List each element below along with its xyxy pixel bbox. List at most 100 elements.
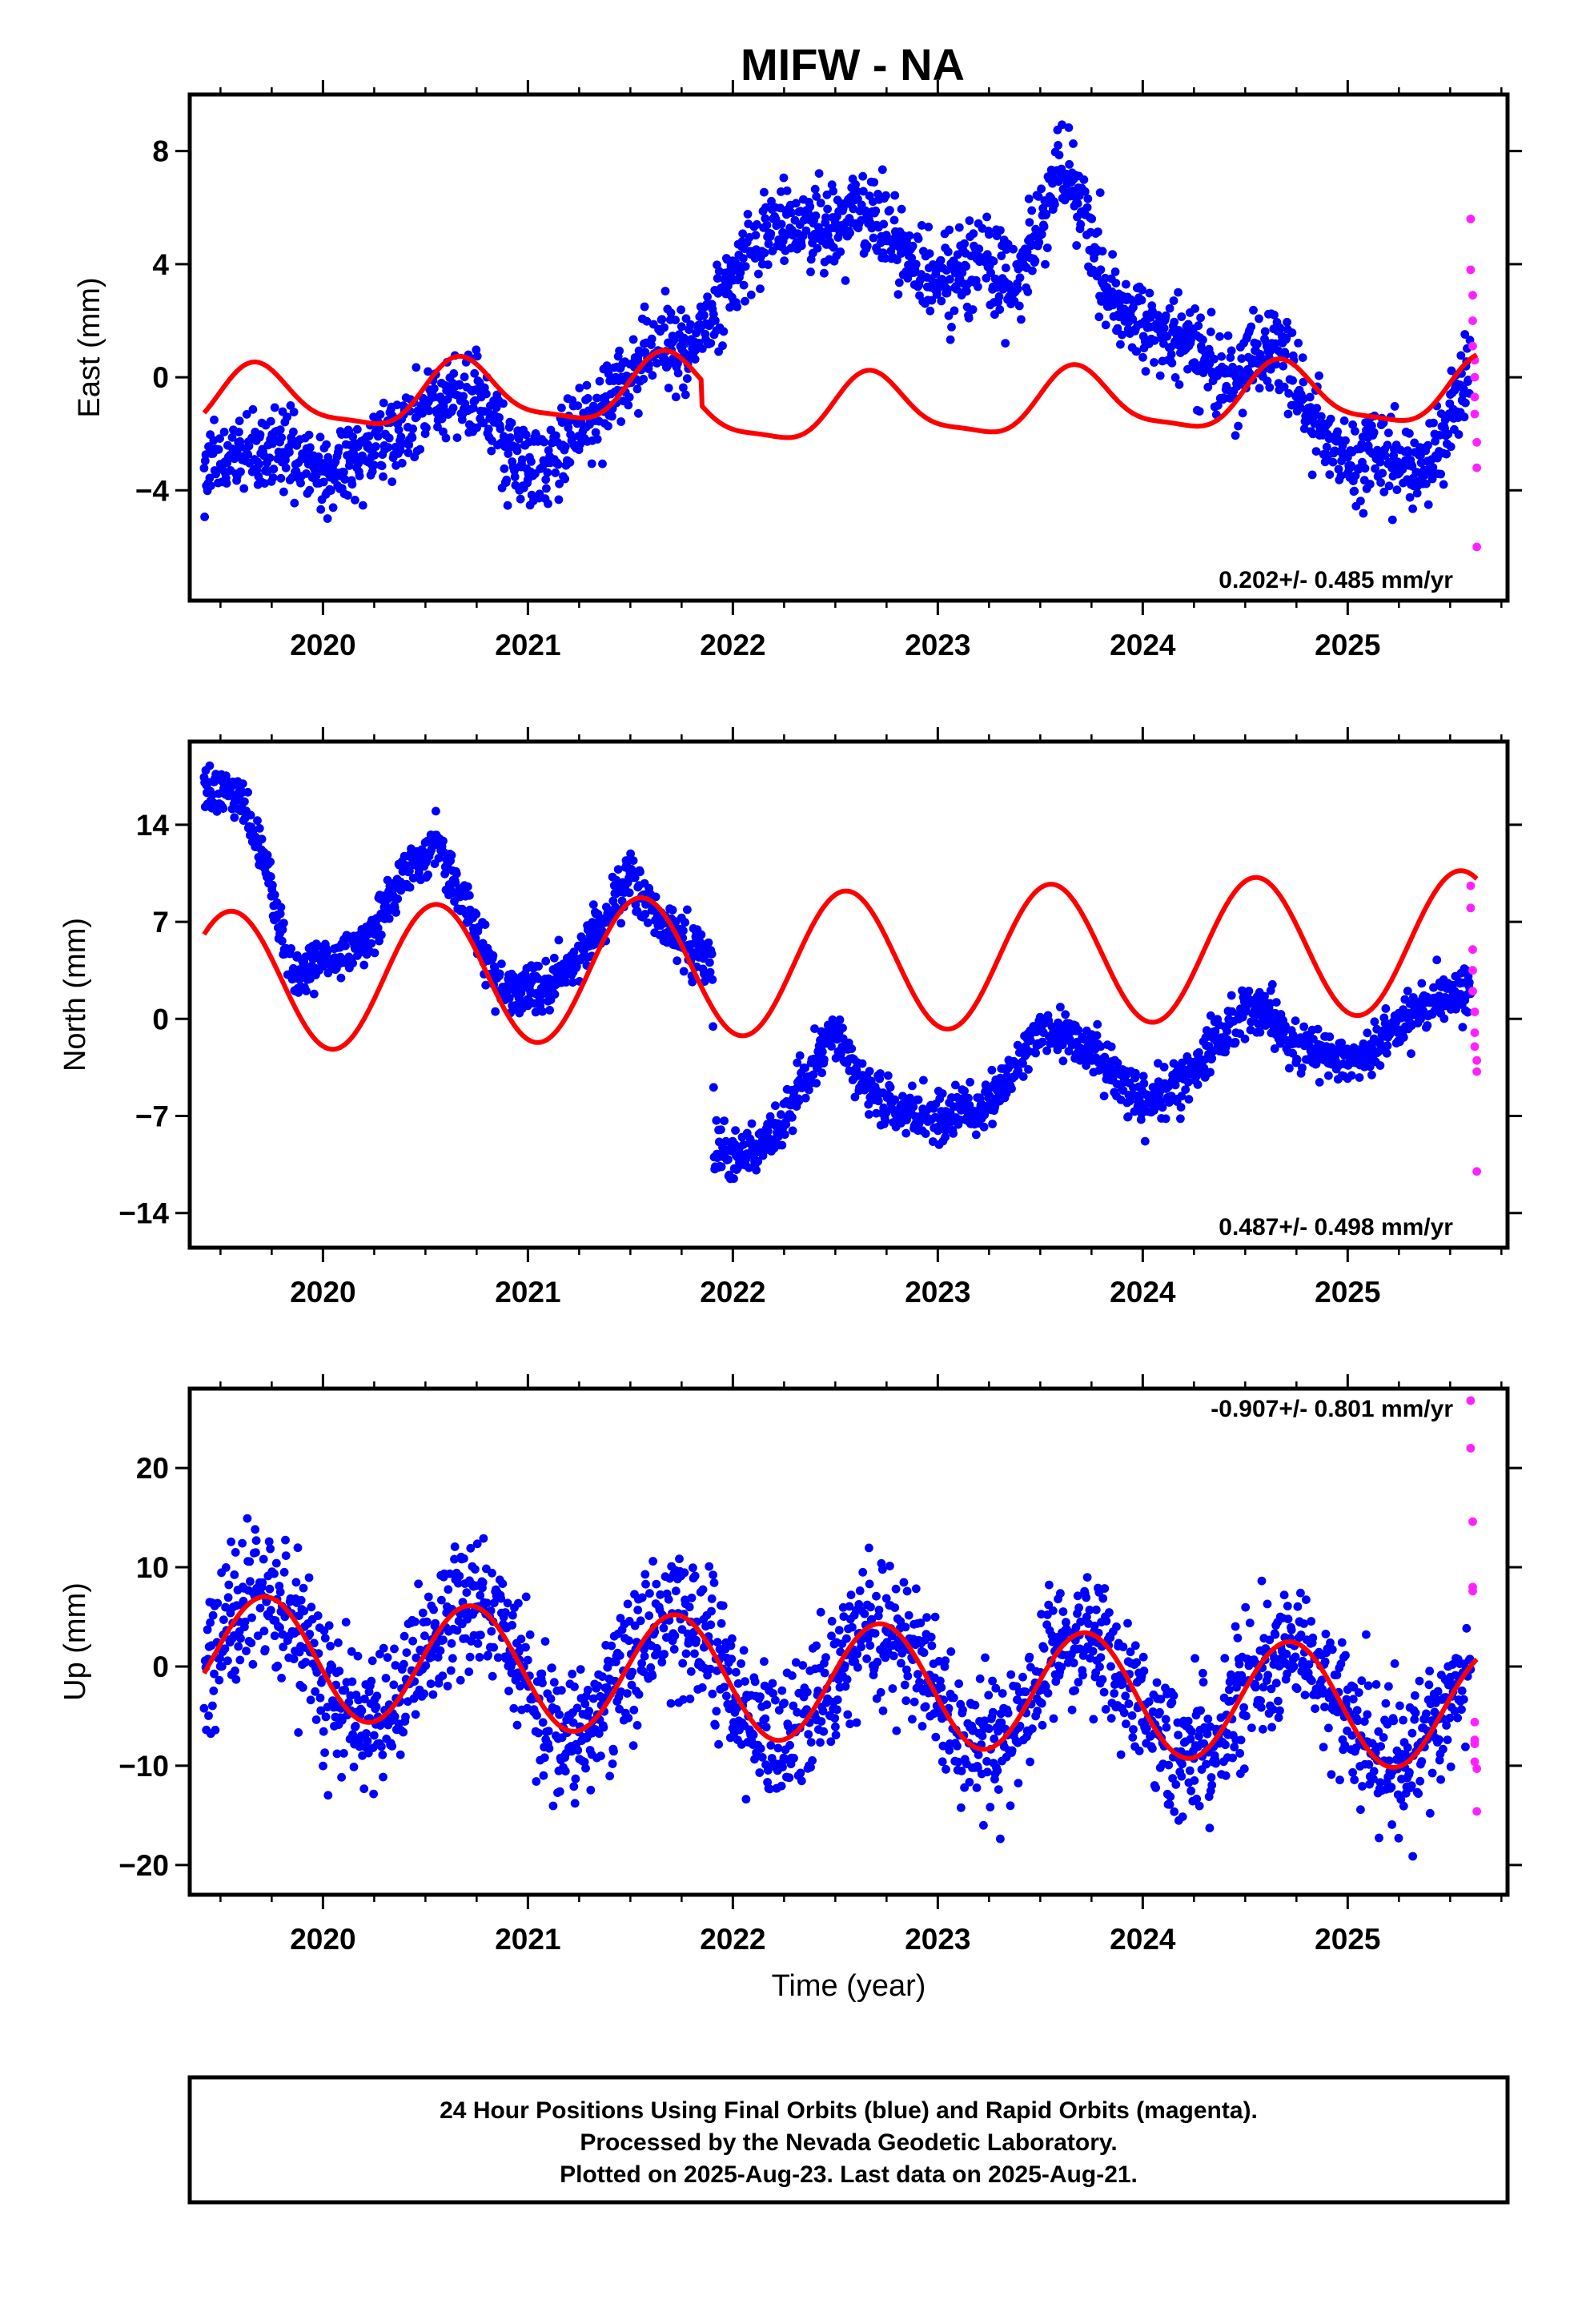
east-final-point bbox=[859, 187, 868, 196]
up-final-point bbox=[584, 1707, 594, 1716]
east-final-point bbox=[1196, 313, 1205, 323]
east-final-point bbox=[994, 292, 1004, 301]
east-final-point bbox=[1206, 328, 1215, 336]
north-final-point bbox=[472, 910, 481, 919]
east-final-point bbox=[950, 306, 959, 316]
east-final-point bbox=[472, 352, 482, 361]
north-final-point bbox=[717, 1125, 725, 1134]
up-final-point bbox=[465, 1652, 475, 1662]
east-final-point bbox=[1116, 340, 1125, 349]
north-final-point bbox=[707, 949, 717, 959]
up-final-point bbox=[221, 1563, 231, 1572]
north-final-point bbox=[712, 1116, 721, 1125]
east-final-point bbox=[771, 215, 781, 223]
north-final-point bbox=[1018, 1072, 1028, 1081]
up-final-point bbox=[204, 1711, 213, 1720]
east-final-point bbox=[739, 280, 749, 290]
up-final-point bbox=[436, 1646, 445, 1655]
east-final-point bbox=[925, 249, 934, 258]
east-final-point bbox=[1094, 312, 1104, 322]
east-final-point bbox=[1122, 279, 1130, 289]
east-final-point bbox=[266, 416, 275, 426]
east-final-point bbox=[632, 384, 642, 394]
east-final-point bbox=[719, 327, 729, 336]
up-final-point bbox=[281, 1535, 290, 1545]
east-final-point bbox=[1380, 451, 1390, 460]
east-final-point bbox=[624, 392, 634, 402]
north-final-point bbox=[497, 959, 506, 968]
up-final-point bbox=[246, 1577, 255, 1586]
east-final-point bbox=[1150, 358, 1158, 367]
north-final-point bbox=[971, 1130, 981, 1140]
up-final-point bbox=[289, 1655, 299, 1663]
east-final-point bbox=[500, 464, 509, 473]
up-final-point bbox=[666, 1699, 676, 1708]
up-final-point bbox=[464, 1667, 474, 1677]
up-final-point bbox=[426, 1679, 436, 1689]
up-final-point bbox=[315, 1693, 325, 1703]
east-final-point bbox=[746, 290, 756, 300]
east-final-point bbox=[1392, 485, 1402, 494]
up-final-point bbox=[685, 1602, 694, 1612]
up-final-point bbox=[456, 1675, 465, 1685]
east-final-point bbox=[1237, 354, 1247, 364]
north-final-point bbox=[679, 926, 688, 935]
north-final-point bbox=[883, 1071, 893, 1080]
up-final-point bbox=[223, 1593, 233, 1602]
north-final-point bbox=[1347, 1071, 1356, 1080]
east-final-point bbox=[602, 361, 612, 370]
up-final-point bbox=[431, 1618, 440, 1628]
east-final-point bbox=[761, 214, 770, 223]
east-final-point bbox=[565, 458, 575, 467]
east-final-point bbox=[215, 434, 224, 443]
up-final-point bbox=[690, 1571, 700, 1581]
north-rapid-point bbox=[1470, 1042, 1480, 1051]
east-rapid-point bbox=[1470, 372, 1480, 382]
up-final-point bbox=[523, 1655, 532, 1665]
east-final-point bbox=[1138, 352, 1147, 362]
up-final-point bbox=[570, 1799, 580, 1808]
east-final-point bbox=[849, 204, 858, 214]
up-final-point bbox=[473, 1638, 483, 1648]
up-final-point bbox=[313, 1611, 323, 1620]
east-final-point bbox=[1145, 288, 1154, 298]
east-final-point bbox=[1249, 305, 1258, 315]
east-final-point bbox=[1217, 352, 1226, 361]
east-final-point bbox=[814, 169, 824, 179]
east-final-point bbox=[575, 384, 584, 392]
east-final-point bbox=[1083, 194, 1093, 203]
north-final-point bbox=[276, 903, 286, 912]
east-final-point bbox=[1376, 478, 1385, 487]
up-final-point bbox=[571, 1774, 580, 1783]
east-final-point bbox=[449, 369, 459, 378]
east-final-point bbox=[1177, 312, 1186, 321]
up-final-point bbox=[371, 1703, 381, 1711]
north-final-point bbox=[359, 960, 369, 970]
east-final-point bbox=[487, 446, 496, 456]
east-final-point bbox=[889, 215, 899, 225]
east-final-point bbox=[1039, 222, 1049, 231]
up-final-point bbox=[447, 1638, 456, 1648]
up-final-point bbox=[548, 1801, 558, 1811]
east-final-point bbox=[905, 231, 914, 240]
east-final-point bbox=[869, 178, 879, 187]
up-final-point bbox=[722, 1691, 731, 1701]
up-final-point bbox=[411, 1710, 420, 1719]
east-final-point bbox=[677, 322, 686, 332]
east-final-point bbox=[965, 216, 974, 225]
east-final-point bbox=[286, 401, 295, 410]
up-final-point bbox=[687, 1593, 697, 1602]
up-final-point bbox=[632, 1721, 642, 1730]
east-final-point bbox=[947, 323, 956, 332]
east-final-point bbox=[604, 369, 613, 379]
north-final-point bbox=[270, 891, 279, 899]
north-final-point bbox=[205, 761, 215, 770]
east-final-point bbox=[1210, 354, 1219, 364]
east-final-point bbox=[766, 229, 776, 239]
east-final-point bbox=[408, 433, 417, 442]
east-final-point bbox=[893, 255, 901, 264]
east-final-point bbox=[927, 296, 937, 305]
east-final-point bbox=[542, 484, 551, 493]
up-final-point bbox=[408, 1636, 417, 1646]
east-final-point bbox=[1283, 409, 1293, 419]
